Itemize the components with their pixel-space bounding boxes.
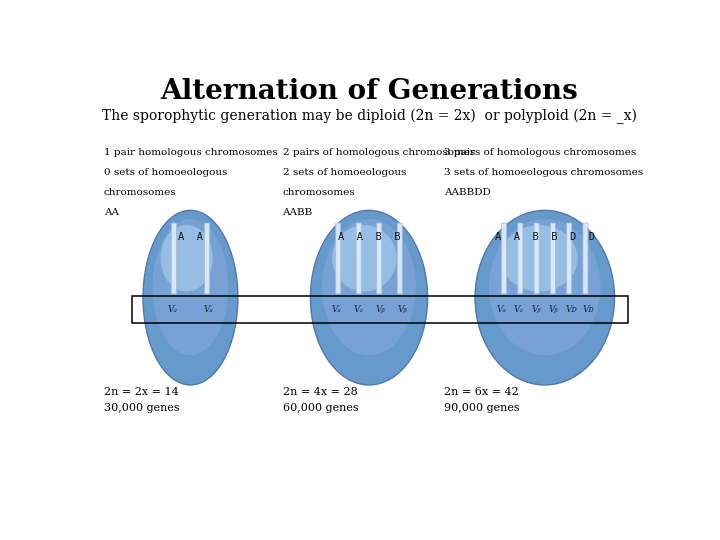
Text: Vᴅ: Vᴅ <box>582 306 594 314</box>
Bar <box>132 296 629 323</box>
Ellipse shape <box>489 219 600 355</box>
Text: chromosomes: chromosomes <box>104 188 176 197</box>
Text: Vᵦ: Vᵦ <box>531 306 541 314</box>
Text: 60,000 genes: 60,000 genes <box>282 403 358 413</box>
Ellipse shape <box>153 219 228 355</box>
Ellipse shape <box>310 211 428 385</box>
Text: A  A  B  B: A A B B <box>338 232 400 242</box>
Text: Vₐ: Vₐ <box>203 306 213 314</box>
Text: Vᵦ: Vᵦ <box>375 306 385 314</box>
Text: Vₐ: Vₐ <box>513 306 523 314</box>
FancyBboxPatch shape <box>550 223 555 294</box>
FancyBboxPatch shape <box>377 223 382 294</box>
FancyBboxPatch shape <box>336 223 341 294</box>
Text: 2n = 2x = 14: 2n = 2x = 14 <box>104 387 179 397</box>
Text: 3 sets of homoeologous chromosomes: 3 sets of homoeologous chromosomes <box>444 168 644 177</box>
Text: 2 sets of homoeologous: 2 sets of homoeologous <box>282 168 406 177</box>
Text: 2 pairs of homologous chromosomes: 2 pairs of homologous chromosomes <box>282 148 474 157</box>
Text: chromosomes: chromosomes <box>282 188 355 197</box>
Text: 30,000 genes: 30,000 genes <box>104 403 179 413</box>
FancyBboxPatch shape <box>204 223 210 294</box>
FancyBboxPatch shape <box>567 223 572 294</box>
FancyBboxPatch shape <box>171 223 176 294</box>
Text: 90,000 genes: 90,000 genes <box>444 403 520 413</box>
Ellipse shape <box>475 211 615 385</box>
Ellipse shape <box>332 225 397 292</box>
Text: 1 pair homologous chromosomes: 1 pair homologous chromosomes <box>104 148 278 157</box>
FancyBboxPatch shape <box>518 223 523 294</box>
Ellipse shape <box>143 211 238 385</box>
Text: 2n = 6x = 42: 2n = 6x = 42 <box>444 387 519 397</box>
Text: AABB: AABB <box>282 208 312 217</box>
FancyBboxPatch shape <box>397 223 402 294</box>
Text: Vᴅ: Vᴅ <box>565 306 577 314</box>
Text: Vₐ: Vₐ <box>168 306 178 314</box>
Text: 2n = 4x = 28: 2n = 4x = 28 <box>282 387 357 397</box>
Ellipse shape <box>161 225 212 292</box>
Text: Vₐ: Vₐ <box>496 306 506 314</box>
Text: Vᵦ: Vᵦ <box>397 306 407 314</box>
Text: Vₐ: Vₐ <box>353 306 363 314</box>
Ellipse shape <box>501 225 577 292</box>
FancyBboxPatch shape <box>534 223 539 294</box>
Text: AABBDD: AABBDD <box>444 188 491 197</box>
Text: AA: AA <box>104 208 119 217</box>
Text: 3 pairs of homologous chromosomes: 3 pairs of homologous chromosomes <box>444 148 636 157</box>
Text: A  A  B  B  D  D: A A B B D D <box>495 232 595 242</box>
Text: Vₐ: Vₐ <box>331 306 341 314</box>
Text: 0 sets of homoeologous: 0 sets of homoeologous <box>104 168 228 177</box>
Text: Alternation of Generations: Alternation of Generations <box>160 78 578 105</box>
FancyBboxPatch shape <box>502 223 507 294</box>
Text: The sporophytic generation may be diploid (2n = 2x)  or polyploid (2n = _x): The sporophytic generation may be diploi… <box>102 109 636 124</box>
FancyBboxPatch shape <box>583 223 588 294</box>
FancyBboxPatch shape <box>356 223 361 294</box>
Text: A  A: A A <box>178 232 203 242</box>
Text: Vᵦ: Vᵦ <box>549 306 559 314</box>
Ellipse shape <box>322 219 416 355</box>
